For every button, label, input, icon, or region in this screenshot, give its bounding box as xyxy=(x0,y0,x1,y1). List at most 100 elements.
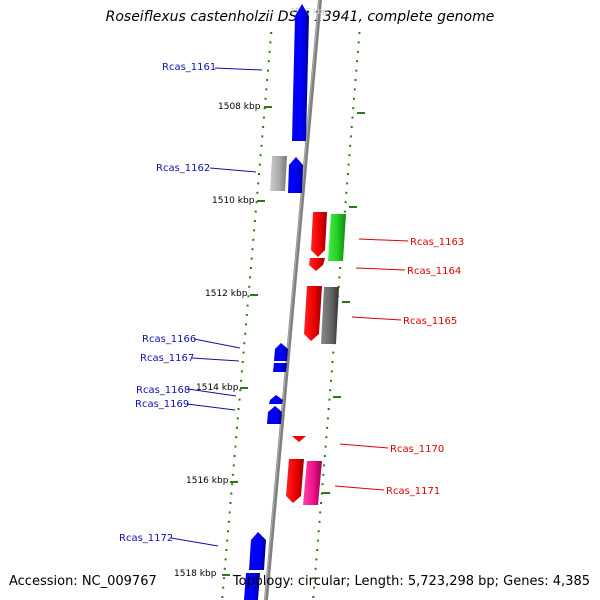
minor-tick xyxy=(358,32,361,34)
leader-line xyxy=(214,67,263,71)
minor-tick xyxy=(239,389,242,392)
minor-tick xyxy=(263,107,266,110)
gene-label[interactable]: Rcas_1165 xyxy=(403,316,457,327)
major-tick xyxy=(222,574,230,576)
gene-label[interactable]: Rcas_1172 xyxy=(119,533,173,544)
major-tick xyxy=(333,396,341,398)
minor-tick xyxy=(258,163,261,166)
genome-backbone xyxy=(264,0,322,600)
minor-tick xyxy=(314,567,317,570)
minor-tick xyxy=(346,173,349,175)
minor-tick xyxy=(245,323,247,326)
minor-tick xyxy=(234,445,237,448)
gene-label[interactable]: Rcas_1169 xyxy=(135,399,189,410)
gene-label[interactable]: Rcas_1167 xyxy=(140,353,194,364)
gene-label[interactable]: Rcas_1163 xyxy=(410,237,464,248)
minor-tick xyxy=(229,502,232,504)
gene-arrow-rcas-1162-part[interactable] xyxy=(270,156,287,191)
minor-tick xyxy=(247,295,250,298)
scale-label: 1510 kbp xyxy=(212,196,255,206)
minor-tick xyxy=(252,238,255,241)
minor-tick xyxy=(323,455,326,457)
leader-line xyxy=(186,403,236,411)
gene-arrow-rcas-1166[interactable] xyxy=(274,343,288,361)
minor-tick xyxy=(258,173,260,175)
gene-arrow-rcas-1164[interactable] xyxy=(309,258,325,271)
minor-tick xyxy=(222,586,225,589)
minor-tick xyxy=(249,267,252,269)
major-tick xyxy=(322,492,330,494)
gene-arrow-rcas-1171-pink[interactable] xyxy=(303,461,322,505)
gene-arrow-rcas-1171[interactable] xyxy=(286,459,304,503)
minor-tick xyxy=(227,520,230,523)
minor-tick xyxy=(265,88,268,91)
minor-tick xyxy=(223,567,226,570)
gene-label[interactable]: Rcas_1170 xyxy=(390,444,444,455)
gene-label[interactable]: Rcas_1162 xyxy=(156,163,210,174)
minor-tick xyxy=(343,210,346,213)
gene-arrow-rcas-1163[interactable] xyxy=(311,212,327,257)
gene-label[interactable]: Rcas_1161 xyxy=(162,62,216,73)
reverse-major-ticks xyxy=(322,112,365,494)
minor-tick xyxy=(267,60,270,63)
minor-tick xyxy=(344,201,347,204)
gene-features xyxy=(244,4,346,600)
minor-tick xyxy=(354,79,357,81)
minor-tick xyxy=(317,530,320,533)
faded-scale-label: 1506 kbp xyxy=(290,7,328,16)
minor-tick xyxy=(221,596,224,598)
minor-tick xyxy=(313,577,316,580)
minor-tick xyxy=(255,201,258,204)
minor-tick xyxy=(320,502,322,504)
minor-tick xyxy=(320,492,323,495)
leader-line xyxy=(351,316,402,321)
minor-tick xyxy=(338,276,341,279)
gene-arrow-rcas-1162[interactable] xyxy=(288,157,303,193)
leader-line xyxy=(170,537,219,547)
minor-tick xyxy=(224,558,227,561)
gene-arrow-rcas-1169[interactable] xyxy=(267,406,282,424)
minor-tick xyxy=(348,154,351,157)
scale-label: 1508 kbp xyxy=(218,102,261,112)
minor-tick xyxy=(233,455,236,457)
gene-arrow-rcas-1172[interactable] xyxy=(249,532,266,570)
minor-tick xyxy=(316,539,319,542)
minor-tick xyxy=(227,530,229,533)
gene-label[interactable]: Rcas_1168 xyxy=(136,385,190,396)
genome-backbone-highlight xyxy=(264,0,320,600)
gene-arrow-rcas-1172-next[interactable] xyxy=(244,573,260,600)
gene-arrow-rcas-1170[interactable] xyxy=(292,436,306,442)
minor-tick xyxy=(353,97,355,100)
gene-arrow-rcas-1167[interactable] xyxy=(273,363,287,372)
gene-arrow-rcas-1165[interactable] xyxy=(304,286,322,341)
gene-label[interactable]: Rcas_1166 xyxy=(142,334,196,345)
minor-tick xyxy=(321,483,324,486)
accession-text: Accession: NC_009767 xyxy=(9,574,157,589)
minor-tick xyxy=(242,351,245,354)
minor-tick xyxy=(345,191,348,194)
minor-tick xyxy=(261,135,264,138)
minor-tick xyxy=(329,389,332,392)
minor-tick xyxy=(330,379,332,382)
gene-label[interactable]: Rcas_1171 xyxy=(386,486,440,497)
leader-line xyxy=(358,238,409,242)
minor-tick xyxy=(240,379,243,382)
scale-label: 1516 kbp xyxy=(186,476,229,486)
major-tick xyxy=(257,200,265,202)
gene-arrow-rcas-1161[interactable] xyxy=(292,4,309,141)
minor-tick xyxy=(226,539,229,542)
minor-tick xyxy=(356,50,359,53)
gene-label[interactable]: Rcas_1164 xyxy=(407,266,461,277)
major-tick xyxy=(342,301,350,303)
minor-tick xyxy=(316,549,319,551)
gene-arrow-rcas-1168[interactable] xyxy=(269,395,283,404)
minor-tick xyxy=(231,483,234,486)
minor-tick xyxy=(225,549,228,551)
minor-tick xyxy=(330,370,333,373)
gene-arrow-rcas-1163-green[interactable] xyxy=(328,214,346,261)
gene-arrow-rcas-1165-gray[interactable] xyxy=(321,287,339,344)
minor-tick xyxy=(350,126,353,128)
minor-tick xyxy=(253,220,256,222)
minor-tick xyxy=(236,426,238,429)
minor-tick xyxy=(313,586,316,589)
